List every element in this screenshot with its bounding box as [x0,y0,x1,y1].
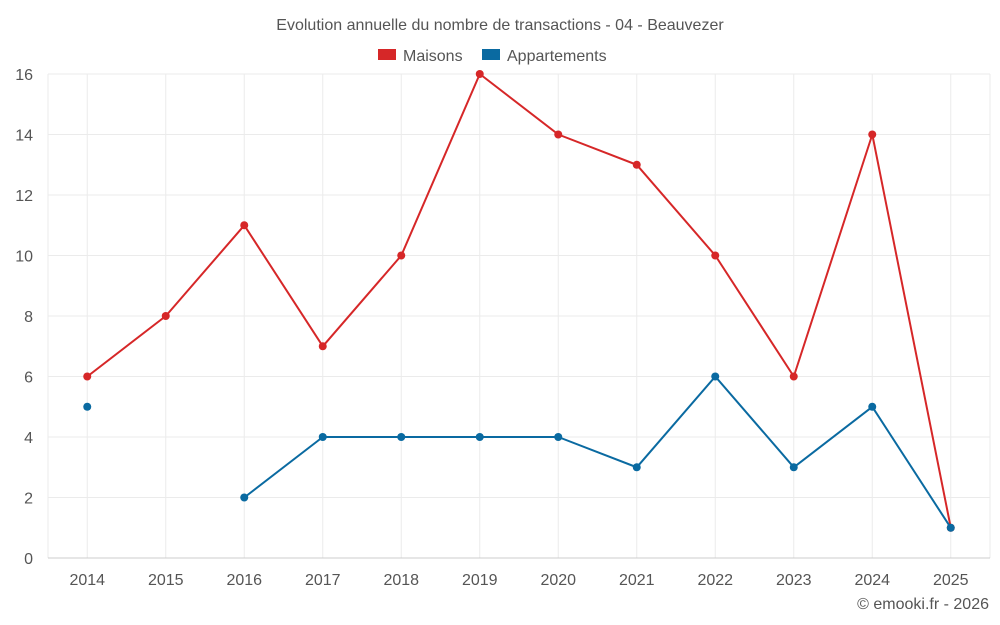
y-tick-label: 6 [24,370,33,387]
data-point-appartements[interactable] [397,433,406,441]
legend-label-appartements: Appartements [507,48,607,65]
y-tick-label: 0 [24,551,33,568]
data-point-appartements[interactable] [868,402,877,411]
x-tick-label: 2016 [226,572,262,589]
series-line-maisons [86,73,952,528]
x-tick-label: 2018 [383,572,419,589]
data-point-appartements[interactable] [475,433,484,441]
data-point-appartements[interactable] [632,463,641,472]
legend: Maisons Appartements [378,48,607,65]
legend-item-appartements[interactable]: Appartements [482,48,607,65]
y-tick-label: 16 [15,67,33,84]
data-point-maisons[interactable] [711,251,720,260]
x-tick-label: 2022 [697,572,733,589]
y-tick-label: 8 [24,309,33,326]
credit-text: © emooki.fr - 2026 [857,596,989,613]
data-point-maisons[interactable] [397,251,406,260]
data-point-maisons[interactable] [632,160,641,169]
x-tick-label: 2023 [776,572,812,589]
x-tick-label: 2017 [305,572,341,589]
x-tick-label: 2015 [148,572,184,589]
data-point-appartements[interactable] [318,433,327,441]
x-tick-label: 2020 [540,572,576,589]
axes: 0 2 4 6 8 10 12 14 16 2014 2015 2016 2017 2018 2019 202… [15,67,990,589]
legend-swatch-appartements [482,49,500,60]
legend-label-maisons: Maisons [403,48,463,65]
x-tick-label: 2025 [933,572,969,589]
data-point-appartements[interactable] [946,523,955,532]
grid [47,73,991,558]
data-point-appartements[interactable] [789,463,798,472]
y-tick-label: 4 [24,430,33,447]
data-point-maisons[interactable] [83,372,92,381]
data-point-maisons[interactable] [475,70,484,78]
data-point-appartements[interactable] [554,433,563,441]
data-point-appartements[interactable] [711,372,720,381]
data-point-appartements[interactable] [83,402,92,411]
y-tick-label: 14 [15,128,33,145]
x-tick-label: 2014 [69,572,105,589]
chart-title: Evolution annuelle du nombre de transact… [276,17,724,34]
legend-item-maisons[interactable]: Maisons [378,48,463,65]
series [83,70,955,532]
x-tick-label: 2019 [462,572,498,589]
y-tick-label: 10 [15,249,33,266]
y-tick-label: 2 [24,491,33,508]
data-point-maisons[interactable] [240,221,249,230]
data-point-maisons[interactable] [868,130,877,139]
data-point-maisons[interactable] [789,372,798,381]
x-tick-label: 2021 [619,572,655,589]
series-line-appartements [243,375,952,529]
legend-swatch-maisons [378,49,396,60]
data-point-maisons[interactable] [318,342,327,351]
data-point-appartements[interactable] [240,493,249,502]
data-point-maisons[interactable] [161,312,170,320]
data-point-maisons[interactable] [554,130,563,139]
y-tick-label: 12 [15,188,33,205]
x-tick-label: 2024 [854,572,890,589]
